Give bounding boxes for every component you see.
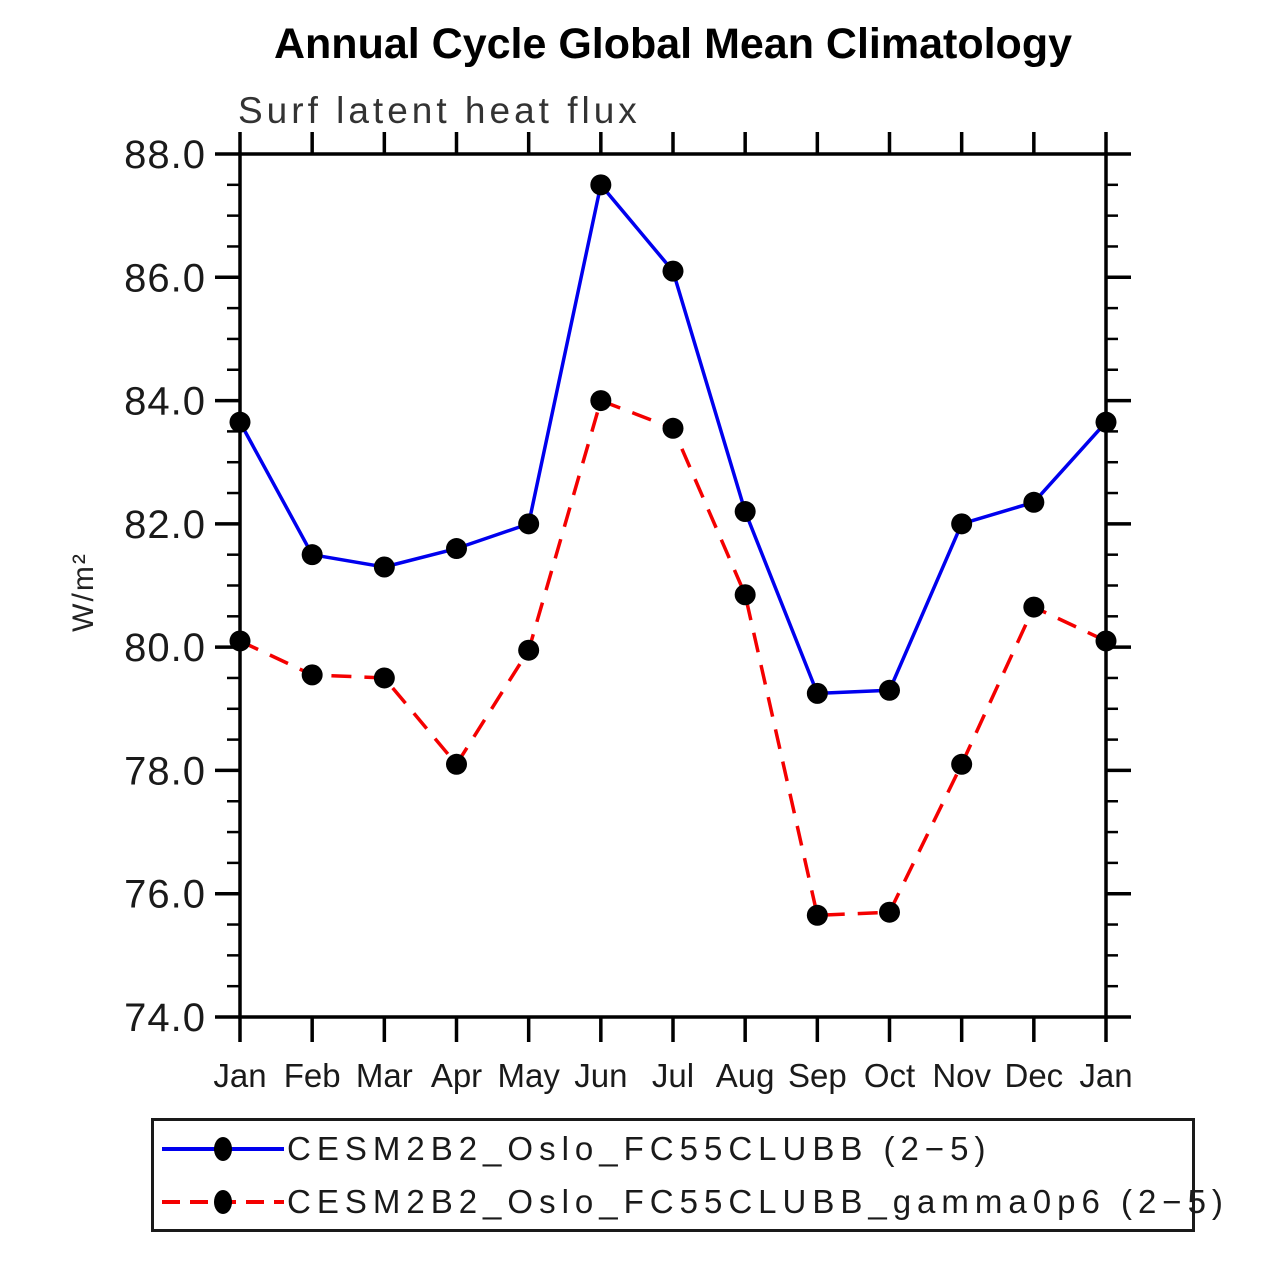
legend-item-dashed-red: CESM2B2_Oslo_FC55CLUBB_gamma0p6 (2−5)	[159, 1175, 1229, 1229]
svg-text:78.0: 78.0	[124, 749, 206, 793]
legend-label-series-2: CESM2B2_Oslo_FC55CLUBB_gamma0p6 (2−5)	[287, 1183, 1229, 1220]
svg-text:Jun: Jun	[574, 1057, 627, 1094]
svg-text:Oct: Oct	[864, 1057, 915, 1094]
svg-text:Nov: Nov	[932, 1057, 991, 1094]
svg-text:84.0: 84.0	[124, 380, 206, 424]
svg-text:82.0: 82.0	[124, 503, 206, 547]
svg-text:74.0: 74.0	[124, 996, 206, 1040]
svg-text:86.0: 86.0	[124, 256, 206, 300]
svg-text:Jan: Jan	[213, 1057, 266, 1094]
svg-text:Apr: Apr	[431, 1057, 482, 1094]
svg-text:76.0: 76.0	[124, 873, 206, 917]
svg-text:88.0: 88.0	[124, 133, 206, 177]
svg-text:Dec: Dec	[1004, 1057, 1063, 1094]
chart-title: Annual Cycle Global Mean Climatology	[273, 20, 1073, 68]
legend-label-series-1: CESM2B2_Oslo_FC55CLUBB (2−5)	[287, 1130, 992, 1167]
svg-text:Jul: Jul	[652, 1057, 694, 1094]
svg-text:Mar: Mar	[356, 1057, 413, 1094]
legend-line-sample-solid	[162, 1137, 284, 1161]
svg-text:Jan: Jan	[1079, 1057, 1132, 1094]
svg-text:Feb: Feb	[284, 1057, 341, 1094]
svg-text:Aug: Aug	[716, 1057, 775, 1094]
svg-text:80.0: 80.0	[124, 626, 206, 670]
legend-item-solid-blue: CESM2B2_Oslo_FC55CLUBB (2−5)	[159, 1122, 991, 1176]
svg-text:May: May	[497, 1057, 560, 1094]
chart-subtitle: Surf latent heat flux	[238, 90, 641, 131]
svg-text:Sep: Sep	[788, 1057, 847, 1094]
legend-line-sample-dashed	[162, 1190, 284, 1214]
legend-box: CESM2B2_Oslo_FC55CLUBB (2−5) CESM2B2_Osl…	[151, 1118, 1223, 1232]
